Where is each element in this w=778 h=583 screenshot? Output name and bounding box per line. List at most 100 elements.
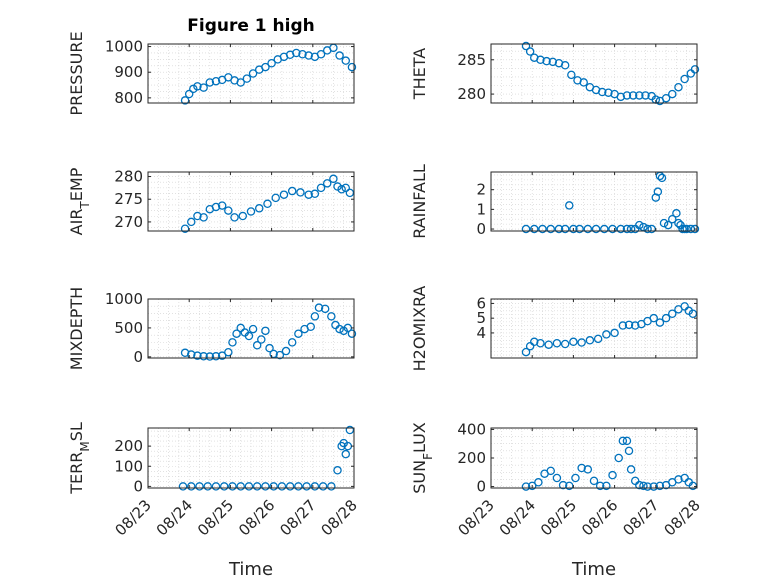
data-point (281, 346, 291, 356)
data-point (230, 213, 239, 222)
subplot-7: 0 100 200 TERRMSL 08/2308/2408/2508/2608/270… (67, 422, 361, 539)
data-point (618, 436, 628, 446)
data-point (236, 482, 245, 491)
data-point (622, 224, 632, 234)
data-point (552, 473, 562, 483)
data-point (583, 224, 593, 234)
data-point (242, 74, 252, 83)
data-point (275, 350, 285, 360)
data-point (626, 465, 636, 474)
data-point (261, 482, 270, 491)
data-point (193, 82, 202, 91)
data-point (577, 338, 586, 347)
data-point (345, 425, 355, 435)
data-point (688, 309, 698, 318)
data-point (616, 92, 626, 102)
data-point (244, 331, 254, 341)
data-point (187, 217, 196, 227)
y-tick-label: 1 (476, 200, 486, 218)
data-point (525, 341, 535, 351)
x-tick-label: 08/28 (661, 496, 704, 539)
data-point (674, 82, 683, 92)
data-point (304, 51, 313, 60)
data-point (347, 62, 357, 72)
data-point (335, 51, 344, 60)
subplot-4: 0 12 RAINFALL (410, 164, 700, 239)
data-point (604, 88, 613, 97)
data-point (538, 224, 547, 234)
data-point (628, 91, 638, 100)
data-point (614, 453, 623, 463)
data-point (335, 324, 344, 334)
data-point (690, 65, 700, 74)
data-point (193, 351, 202, 360)
data-point (248, 69, 258, 78)
data-point (228, 482, 237, 491)
data-point (327, 482, 336, 491)
data-point (534, 478, 543, 487)
data-point (643, 482, 652, 491)
subplot-1: 800 900 1000 PRESSURE (67, 31, 357, 116)
axes-box (147, 171, 355, 232)
data-point (521, 347, 531, 357)
data-point (341, 56, 351, 65)
data-point (560, 224, 570, 234)
data-point (316, 183, 326, 193)
data-point (536, 55, 545, 65)
data-point (626, 224, 636, 234)
x-tick-label: 08/25 (194, 496, 237, 539)
data-point (261, 326, 270, 336)
y-tick-label: 0 (133, 477, 143, 495)
data-point (277, 482, 287, 491)
data-point (341, 183, 351, 193)
data-point (271, 193, 280, 203)
data-point (347, 329, 357, 338)
data-point (659, 218, 669, 228)
data-point (565, 201, 574, 210)
data-point (585, 336, 595, 345)
data-point (630, 476, 640, 486)
data-point (552, 338, 562, 348)
data-point (668, 309, 677, 318)
data-point (569, 337, 578, 347)
data-point (661, 313, 671, 323)
data-point (655, 171, 665, 181)
data-point (595, 481, 605, 491)
y-tick-label: 5 (476, 309, 486, 327)
x-axis-label-right: Time (571, 559, 616, 580)
y-tick-label: 800 (114, 89, 143, 107)
y-tick-label: 285 (457, 51, 486, 69)
y-tick-label: 0 (476, 220, 486, 238)
data-point (244, 482, 254, 491)
data-point (252, 482, 262, 491)
data-point (682, 224, 691, 234)
data-point (649, 482, 658, 491)
data-point (647, 224, 656, 234)
data-point (593, 334, 603, 344)
data-point (542, 56, 551, 66)
y-tick-label: 270 (114, 213, 143, 231)
data-point (521, 224, 531, 234)
y-tick-label: 275 (114, 190, 143, 208)
data-point (211, 202, 221, 212)
data-point (248, 324, 258, 334)
data-point (649, 313, 658, 323)
data-point (546, 224, 555, 234)
data-point (655, 318, 665, 327)
data-point (643, 224, 652, 234)
y-axis-label: H2OMIXRA (410, 286, 429, 372)
y-tick-label: 4 (476, 324, 486, 342)
y-tick-label: 0 (133, 348, 143, 366)
data-point (217, 201, 227, 210)
data-point (668, 89, 677, 99)
data-point (310, 482, 320, 491)
y-tick-label: 280 (457, 85, 486, 103)
data-point (661, 93, 671, 103)
y-tick-label: 2 (476, 181, 486, 199)
data-point (602, 330, 611, 339)
x-tick-label: 08/27 (619, 496, 662, 539)
data-point (199, 83, 208, 92)
data-point (267, 58, 276, 68)
data-point (569, 224, 578, 234)
data-point (624, 320, 634, 330)
